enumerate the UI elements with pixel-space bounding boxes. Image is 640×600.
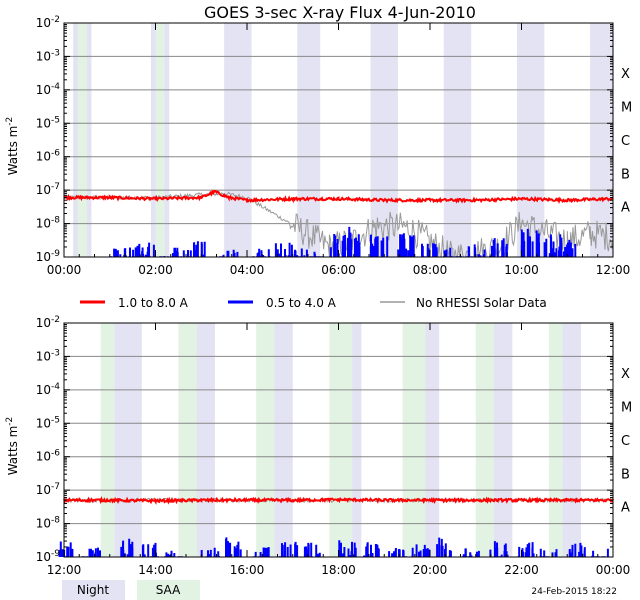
top-panel: 10-9 10-8 10-7 10-6 10-5 10-4 10-3 10-2 Watts m-… (5, 15, 632, 277)
y-tick-label: 10-7 (36, 482, 60, 497)
x-tick-label: 18:00 (321, 563, 356, 577)
x-tick-label: 20:00 (413, 563, 448, 577)
series-mark-short (363, 542, 380, 557)
timestamp: 24-Feb-2015 18:22 (531, 587, 617, 597)
series-line-long (63, 496, 614, 505)
series-mark-short (347, 226, 361, 257)
series-mark-short (329, 234, 346, 257)
night-band (516, 23, 545, 257)
bottom-panel: 10-9 10-8 10-7 10-6 10-5 10-4 10-3 10-2 Watts m-… (5, 315, 632, 577)
series-mark-short (110, 248, 127, 257)
series-mark-short (517, 542, 535, 557)
series-mark-short (120, 538, 134, 557)
y-tick-label: 10-5 (36, 415, 60, 430)
goes-class-label: B (621, 467, 630, 482)
legend: 1.0 to 8.0 A 0.5 to 4.0 A No RHESSI Sola… (80, 296, 547, 310)
chart-title: GOES 3-sec X-ray Flux 4-Jun-2010 (204, 3, 476, 22)
series-mark-short (81, 547, 101, 557)
series-mark-short (338, 540, 357, 557)
series-mark-short (591, 548, 609, 557)
x-tick-label: 22:00 (504, 563, 539, 577)
y-tick-label: 10-9 (36, 249, 61, 264)
series-line-long (63, 189, 614, 204)
x-tick-label: 16:00 (230, 563, 265, 577)
night-band (114, 323, 142, 557)
series-mark-short (252, 248, 271, 257)
night-band (590, 23, 613, 257)
legend-item-long: 1.0 to 8.0 A (80, 296, 189, 310)
series-mark-short (225, 537, 242, 557)
goes-class-label: X (621, 67, 630, 82)
goes-class-label: X (621, 367, 630, 382)
y-tick-label: 10-9 (36, 549, 61, 564)
saa-band (77, 23, 87, 257)
series-mark-short (411, 544, 431, 557)
legend-label-short: 0.5 to 4.0 A (266, 296, 337, 310)
night-label: Night (77, 583, 110, 597)
x-tick-label: 10:00 (504, 263, 539, 277)
y-axis-label: Watts m-2 (5, 417, 20, 476)
y-axis-label: Watts m-2 (5, 117, 20, 176)
saa-band (155, 23, 165, 257)
y-tick-label: 10-5 (36, 115, 60, 130)
night-band (443, 23, 472, 257)
series-mark-short (397, 233, 415, 257)
legend-label-long: 1.0 to 8.0 A (118, 296, 189, 310)
y-tick-label: 10-6 (36, 149, 61, 164)
goes-class-label: M (621, 100, 632, 115)
saa-band (100, 323, 115, 557)
x-tick-label: 12:00 (596, 263, 631, 277)
saa-label: SAA (156, 583, 181, 597)
y-tick-label: 10-4 (36, 82, 61, 97)
saa-band (548, 323, 563, 557)
series-mark-short (436, 537, 452, 557)
y-tick-label: 10-8 (36, 516, 61, 531)
legend-item-norhessi: No RHESSI Solar Data (380, 296, 547, 310)
saa-swatch (137, 580, 200, 600)
x-tick-label: 14:00 (138, 563, 173, 577)
night-swatch (62, 580, 125, 600)
x-tick-label: 08:00 (413, 263, 448, 277)
goes-class-label: M (621, 400, 632, 415)
saa-band (256, 323, 275, 557)
y-tick-label: 10-2 (36, 15, 60, 30)
goes-class-label: C (621, 134, 630, 149)
night-band (370, 23, 398, 257)
series-mark-short (58, 541, 74, 557)
bottom-legend: Night SAA (62, 580, 200, 600)
x-tick-label: 00:00 (596, 563, 631, 577)
x-tick-label: 06:00 (321, 263, 356, 277)
goes-class-label: C (621, 434, 630, 449)
series-mark-short (187, 241, 206, 257)
y-tick-label: 10-2 (36, 315, 60, 330)
y-tick-label: 10-3 (36, 348, 60, 363)
saa-band (402, 323, 426, 557)
goes-class-label: B (621, 167, 630, 182)
legend-item-short: 0.5 to 4.0 A (228, 296, 337, 310)
goes-class-label: A (621, 501, 630, 516)
saa-band (475, 323, 495, 557)
legend-label-norhessi: No RHESSI Solar Data (416, 296, 547, 310)
x-tick-label: 04:00 (230, 263, 265, 277)
series-mark-short (369, 234, 389, 257)
y-tick-label: 10-7 (36, 182, 60, 197)
x-tick-label: 00:00 (47, 263, 82, 277)
y-tick-label: 10-4 (36, 382, 61, 397)
series-mark-short (274, 242, 293, 257)
series-mark-short (303, 542, 321, 557)
goes-class-label: A (621, 201, 630, 216)
y-tick-label: 10-3 (36, 48, 60, 63)
saa-band (329, 323, 353, 557)
saa-band (178, 323, 197, 557)
y-tick-label: 10-8 (36, 216, 61, 231)
y-tick-label: 10-6 (36, 449, 61, 464)
x-tick-label: 12:00 (47, 563, 82, 577)
night-band (224, 23, 252, 257)
x-tick-label: 02:00 (138, 263, 173, 277)
